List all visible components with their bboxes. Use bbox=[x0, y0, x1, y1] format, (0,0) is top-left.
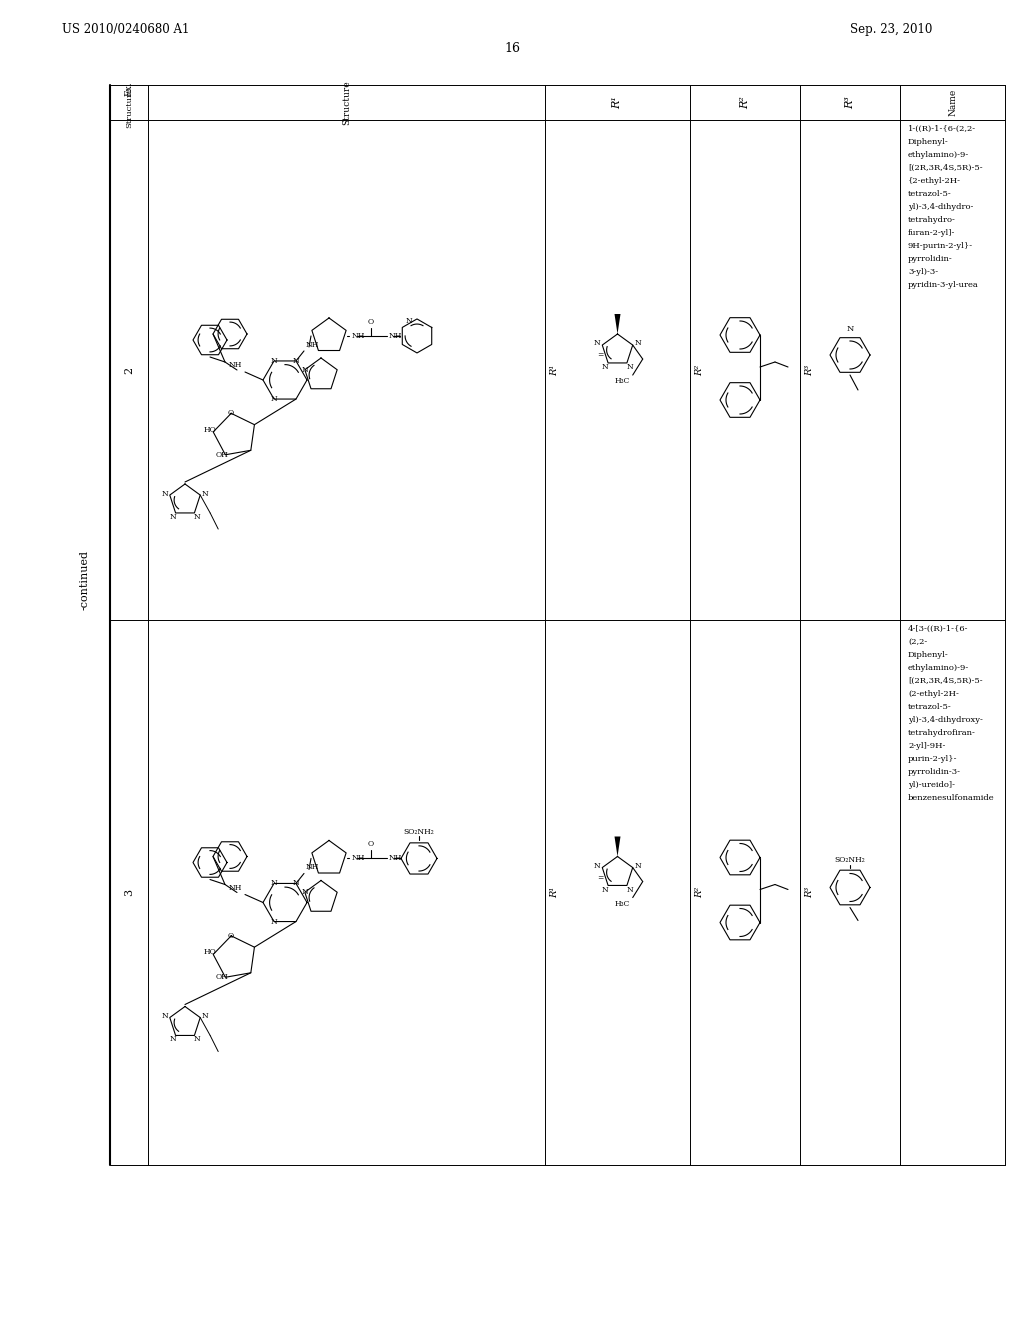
Text: Structure: Structure bbox=[125, 87, 133, 128]
Text: pyrrolidin-: pyrrolidin- bbox=[908, 255, 952, 263]
Text: (2,2-: (2,2- bbox=[908, 638, 928, 645]
Text: N: N bbox=[601, 886, 608, 894]
Text: N: N bbox=[270, 356, 278, 364]
Text: (2-ethyl-2H-: (2-ethyl-2H- bbox=[908, 690, 958, 698]
Text: N: N bbox=[301, 366, 308, 374]
Text: N: N bbox=[846, 325, 854, 333]
Text: =: = bbox=[598, 351, 604, 359]
Text: 2: 2 bbox=[124, 367, 134, 374]
Text: 3-yl)-3-: 3-yl)-3- bbox=[908, 268, 938, 276]
Text: HO: HO bbox=[204, 949, 217, 957]
Text: N: N bbox=[270, 395, 278, 403]
Text: NH: NH bbox=[306, 341, 319, 348]
Text: N: N bbox=[202, 1012, 208, 1020]
Text: Ex.: Ex. bbox=[125, 82, 133, 96]
Text: R¹: R¹ bbox=[550, 887, 559, 898]
Text: yl)-3,4-dihydroxy-: yl)-3,4-dihydroxy- bbox=[908, 715, 983, 723]
Text: tetrahydro-: tetrahydro- bbox=[908, 216, 955, 224]
Text: =: = bbox=[598, 874, 604, 882]
Text: NH: NH bbox=[228, 360, 242, 370]
Text: H₃C: H₃C bbox=[614, 378, 630, 385]
Text: N: N bbox=[635, 339, 641, 347]
Text: N: N bbox=[293, 879, 299, 887]
Text: H₃C: H₃C bbox=[614, 899, 630, 908]
Text: N: N bbox=[169, 513, 176, 521]
Text: N: N bbox=[635, 862, 641, 870]
Text: tetrazol-5-: tetrazol-5- bbox=[908, 704, 951, 711]
Text: Diphenyl-: Diphenyl- bbox=[908, 139, 949, 147]
Text: pyridin-3-yl-urea: pyridin-3-yl-urea bbox=[908, 281, 979, 289]
Text: N: N bbox=[406, 317, 412, 325]
Text: N: N bbox=[301, 888, 308, 896]
Text: 4-[3-((R)-1-{6-: 4-[3-((R)-1-{6- bbox=[908, 624, 969, 634]
Text: 2-yl]-9H-: 2-yl]-9H- bbox=[908, 742, 945, 750]
Text: N: N bbox=[194, 513, 201, 521]
Text: yl)-3,4-dihydro-: yl)-3,4-dihydro- bbox=[908, 203, 974, 211]
Text: NH: NH bbox=[389, 331, 402, 341]
Text: O: O bbox=[368, 841, 374, 849]
Text: benzenesulfonamide: benzenesulfonamide bbox=[908, 795, 994, 803]
Text: NH: NH bbox=[306, 863, 319, 871]
Text: SO₂NH₂: SO₂NH₂ bbox=[835, 855, 865, 863]
Text: NH: NH bbox=[352, 331, 366, 341]
Text: R¹: R¹ bbox=[612, 96, 623, 110]
Text: [(2R,3R,4S,5R)-5-: [(2R,3R,4S,5R)-5- bbox=[908, 677, 983, 685]
Text: ethylamino)-9-: ethylamino)-9- bbox=[908, 150, 970, 158]
Text: Diphenyl-: Diphenyl- bbox=[908, 651, 949, 659]
Text: N: N bbox=[162, 490, 169, 498]
Text: N: N bbox=[594, 862, 600, 870]
Text: tetrazol-5-: tetrazol-5- bbox=[908, 190, 951, 198]
Text: 16: 16 bbox=[504, 42, 520, 55]
Text: NH: NH bbox=[389, 854, 402, 862]
Text: US 2010/0240680 A1: US 2010/0240680 A1 bbox=[62, 22, 189, 36]
Text: R³: R³ bbox=[805, 887, 814, 898]
Text: 1-((R)-1-{6-(2,2-: 1-((R)-1-{6-(2,2- bbox=[908, 125, 976, 133]
Text: R¹: R¹ bbox=[550, 364, 559, 376]
Text: NH: NH bbox=[228, 883, 242, 891]
Text: N: N bbox=[194, 1035, 201, 1043]
Text: 9H-purin-2-yl}-: 9H-purin-2-yl}- bbox=[908, 242, 973, 249]
Text: O: O bbox=[368, 318, 374, 326]
Text: Sep. 23, 2010: Sep. 23, 2010 bbox=[850, 22, 933, 36]
Text: N: N bbox=[169, 1035, 176, 1043]
Text: OH: OH bbox=[216, 450, 228, 459]
Text: {2-ethyl-2H-: {2-ethyl-2H- bbox=[908, 177, 961, 185]
Text: N: N bbox=[293, 356, 299, 364]
Text: N: N bbox=[627, 886, 634, 894]
Text: yl)-ureido]-: yl)-ureido]- bbox=[908, 781, 955, 789]
Text: SO₂NH₂: SO₂NH₂ bbox=[403, 829, 434, 837]
Text: O: O bbox=[228, 409, 234, 417]
Text: N: N bbox=[601, 363, 608, 371]
Text: Structure: Structure bbox=[342, 81, 351, 125]
Text: N: N bbox=[594, 339, 600, 347]
Text: -continued: -continued bbox=[80, 550, 90, 610]
Polygon shape bbox=[614, 837, 621, 857]
Text: HO: HO bbox=[204, 426, 217, 434]
Text: R²: R² bbox=[695, 887, 705, 898]
Text: furan-2-yl]-: furan-2-yl]- bbox=[908, 228, 955, 238]
Text: purin-2-yl}-: purin-2-yl}- bbox=[908, 755, 957, 763]
Text: N: N bbox=[270, 917, 278, 925]
Text: ethylamino)-9-: ethylamino)-9- bbox=[908, 664, 970, 672]
Text: R³: R³ bbox=[805, 364, 814, 376]
Text: N: N bbox=[627, 363, 634, 371]
Text: N: N bbox=[162, 1012, 169, 1020]
Text: 3: 3 bbox=[124, 888, 134, 896]
Text: R²: R² bbox=[695, 364, 705, 376]
Text: [(2R,3R,4S,5R)-5-: [(2R,3R,4S,5R)-5- bbox=[908, 164, 983, 172]
Text: R²: R² bbox=[740, 96, 750, 110]
Text: NH: NH bbox=[352, 854, 366, 862]
Text: O: O bbox=[228, 932, 234, 940]
Text: pyrrolidin-3-: pyrrolidin-3- bbox=[908, 768, 961, 776]
Text: N: N bbox=[202, 490, 208, 498]
Text: R³: R³ bbox=[845, 96, 855, 110]
Text: OH: OH bbox=[216, 973, 228, 981]
Text: Name: Name bbox=[948, 88, 957, 116]
Text: N: N bbox=[270, 879, 278, 887]
Polygon shape bbox=[614, 314, 621, 334]
Text: tetrahydrofiran-: tetrahydrofiran- bbox=[908, 729, 976, 737]
